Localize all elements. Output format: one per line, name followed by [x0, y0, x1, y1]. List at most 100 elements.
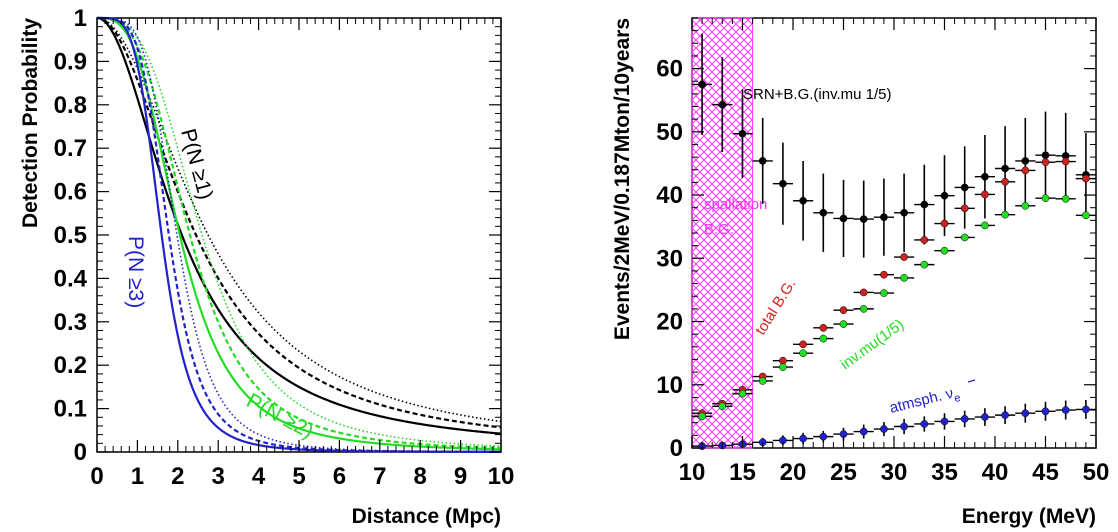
total-bg-point [1001, 177, 1009, 186]
srn-bg-point [738, 129, 747, 138]
left-x-tick-label: 8 [414, 463, 427, 490]
nu-bar-mark [967, 379, 976, 383]
left-y-tick-label: 0 [74, 439, 87, 466]
left-y-tick-label: 0.7 [54, 135, 87, 162]
total-bg-point [1021, 166, 1030, 175]
left-y-tick-label: 0.8 [54, 92, 87, 119]
inv-mu-point [698, 412, 706, 421]
inv-mu-point [900, 274, 908, 282]
atmsph-nu-point [859, 427, 868, 436]
left-x-tick-label: 2 [171, 463, 184, 490]
atmsph-nu-point [799, 434, 807, 443]
inv-mu-point [960, 233, 969, 242]
right-x-tick-label: 45 [1032, 459, 1059, 486]
inv-mu-point [1061, 195, 1070, 203]
left-curve-4 [97, 16, 502, 451]
left-y-axis-label: Detection Probability [19, 18, 42, 228]
left-x-tick-label: 3 [212, 463, 225, 490]
srn-bg-point [880, 213, 888, 222]
inv-mu-point [880, 289, 888, 297]
left-y-tick-label: 0.9 [54, 48, 87, 75]
right-x-tick-label: 30 [881, 459, 908, 486]
total-bg-point [940, 219, 949, 228]
left-x-tick-label: 6 [333, 463, 346, 490]
inv-mu-point [1001, 210, 1009, 219]
annotation-p-n-ge-3: P(N ≥3) [124, 236, 147, 308]
spallation-label-bg: B.G. [704, 221, 734, 238]
atmsph-nu-point [1001, 411, 1009, 419]
left-curve-6 [97, 17, 502, 448]
left-x-tick-label: 5 [292, 463, 305, 490]
left-x-tick-label: 1 [131, 463, 144, 490]
right-x-tick-label: 50 [1083, 459, 1110, 486]
atmsph-nu-point [960, 415, 969, 423]
atmsph-nu-point [880, 425, 888, 433]
right-y-tick-label: 10 [656, 372, 683, 399]
inv-mu-point [1021, 201, 1030, 210]
inv-mu-point [1041, 194, 1050, 203]
srn-bg-point [839, 214, 848, 223]
srn-bg-point [718, 100, 727, 109]
left-y-tick-label: 0.1 [54, 396, 87, 423]
left-x-axis-label: Distance (Mpc) [352, 505, 501, 528]
right-y-ticks: 0 10 20 30 40 50 60 [656, 17, 1096, 462]
right-data-points [692, 33, 1096, 450]
total-bg-point [859, 288, 868, 297]
total-bg-point [1061, 157, 1070, 166]
right-chart: spallation B.G. 10 15 20 25 30 35 40 45 50 01020… [611, 17, 1110, 528]
right-x-tick-label: 15 [729, 459, 756, 486]
right-x-tick-label: 20 [780, 459, 807, 486]
total-bg-point [1082, 174, 1090, 183]
left-y-tick-label: 0.6 [54, 179, 87, 206]
left-x-tick-label: 4 [252, 463, 266, 490]
total-bg-point [839, 306, 848, 314]
right-y-tick-label: 20 [656, 309, 683, 336]
right-y-axis-label: Events/2MeV/0.187Mton/10years [611, 18, 634, 340]
right-y-tick-label: 60 [656, 56, 683, 83]
total-bg-point [920, 236, 929, 244]
right-x-tick-label: 40 [982, 459, 1009, 486]
total-bg-point [1041, 158, 1050, 167]
atmsph-nu-point [1082, 405, 1090, 414]
left-curve-5 [97, 16, 502, 450]
srn-bg-point [960, 183, 969, 192]
srn-bg-point [819, 208, 828, 217]
inv-mu-point [758, 377, 767, 385]
atmsph-nu-point [1021, 409, 1030, 418]
left-chart: 0 1 2 3 4 5 6 7 8 9 10 00.10.20.30.40.50.60.70.80.… [19, 5, 514, 528]
right-x-ticks: 10 15 20 25 30 35 40 45 50 [679, 18, 1110, 486]
inv-mu-point [1082, 211, 1090, 220]
inv-mu-point [819, 334, 828, 343]
right-y-tick-label: 50 [656, 119, 683, 146]
nu-e-subscript: e [953, 392, 962, 405]
left-curve-2 [96, 16, 502, 429]
right-x-tick-label: 25 [830, 459, 857, 486]
inv-mu-point [940, 246, 949, 255]
total-bg-point [799, 340, 807, 349]
left-plot-frame [96, 17, 502, 453]
inv-mu-point [839, 320, 848, 328]
srn-bg-point [799, 196, 807, 205]
inv-mu-point [799, 349, 807, 357]
inv-mu-point [718, 402, 727, 411]
total-bg-point [819, 324, 828, 332]
srn-bg-point [940, 191, 949, 200]
total-bg-point [981, 190, 989, 199]
srn-bg-point [920, 200, 929, 209]
inv-mu-point [981, 221, 989, 230]
annotation-srn-bg: SRN+B.G.(inv.mu 1/5) [743, 86, 892, 103]
srn-bg-point [779, 179, 787, 188]
left-y-tick-label: 0.2 [54, 352, 87, 379]
total-bg-point [880, 270, 888, 279]
inv-mu-point [779, 363, 787, 371]
srn-bg-point [981, 172, 989, 181]
left-y-ticks: 0 0.1 0.2 0.3 0.4 0.5 0.6 0.7 0.8 0.9 1 [54, 5, 501, 466]
left-curve-1 [96, 16, 502, 435]
atmsph-nu-point [819, 432, 828, 441]
atmsph-nu-point [1061, 406, 1070, 414]
left-y-tick-label: 0.3 [54, 309, 87, 336]
left-x-tick-label: 0 [90, 463, 103, 490]
atmsph-nu-point [920, 420, 929, 428]
atmsph-nu-point [900, 422, 908, 431]
left-x-tick-label: 9 [454, 463, 467, 490]
